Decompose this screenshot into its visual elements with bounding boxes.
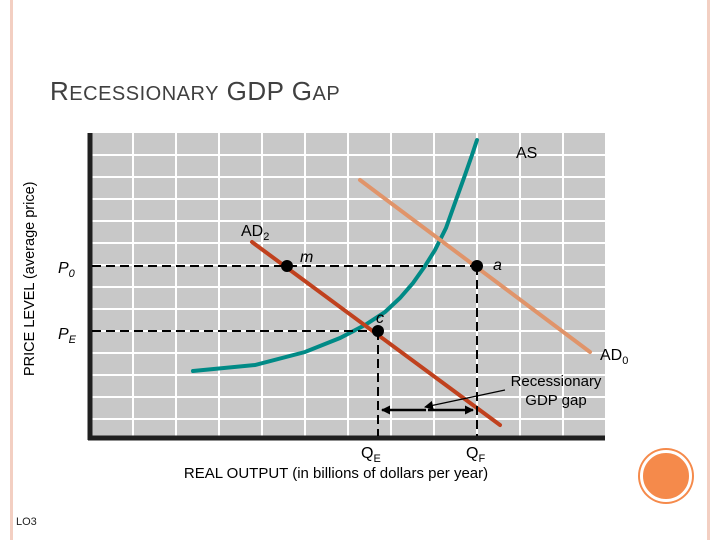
qe-label: QE <box>361 445 381 465</box>
ad2-curve-label: AD2 <box>241 223 269 243</box>
p0-label: P0 <box>58 260 76 280</box>
as-curve <box>191 138 479 373</box>
slide-title: RECESSIONARY GDP GAP <box>50 76 341 106</box>
qf-label: QF <box>466 445 485 465</box>
gap-annotation-line-1: Recessionary <box>511 373 602 390</box>
point-c <box>372 325 384 337</box>
ad0-curve-label: AD0 <box>600 347 628 367</box>
footer-tag: LO3 <box>16 516 37 528</box>
decorative-circle <box>640 450 692 502</box>
gdp-gap-arrows <box>381 389 506 415</box>
gap-callout-pointer <box>424 389 506 410</box>
right-border-rule <box>707 0 710 540</box>
point-m-label: m <box>300 249 313 266</box>
guide-lines <box>92 265 478 436</box>
point-m <box>281 260 293 272</box>
point-a-label: a <box>493 257 502 274</box>
pe-label: PE <box>58 326 77 346</box>
gap-annotation-line-2: GDP gap <box>525 392 586 409</box>
as-curve-label: AS <box>516 145 537 162</box>
x-axis-label: REAL OUTPUT (in billions of dollars per … <box>184 465 488 482</box>
point-c-label: c <box>376 310 384 327</box>
grid-lines <box>90 133 605 438</box>
point-a <box>471 260 483 272</box>
left-border-rule <box>10 0 13 540</box>
